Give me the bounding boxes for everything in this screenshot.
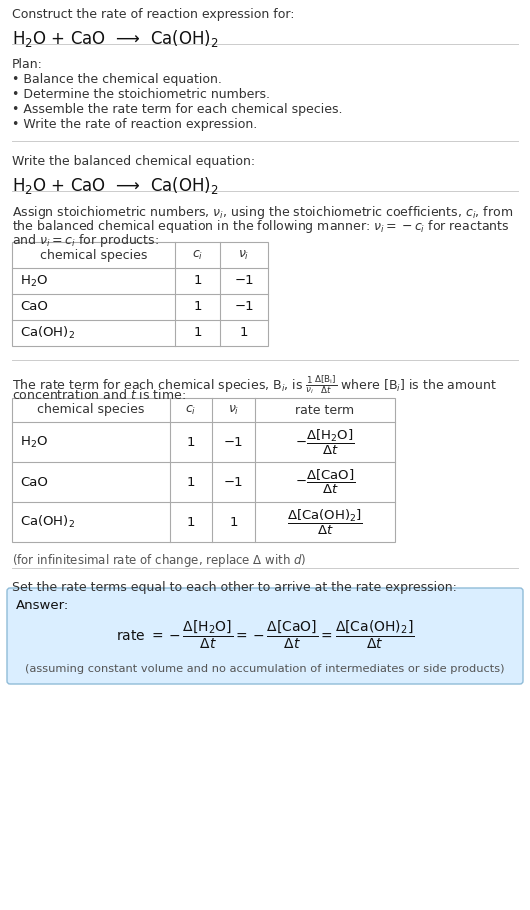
Text: rate term: rate term xyxy=(295,403,355,417)
Text: $\nu_i$: $\nu_i$ xyxy=(228,403,239,417)
Text: $\nu_i$: $\nu_i$ xyxy=(238,248,250,261)
Text: The rate term for each chemical species, B$_i$, is $\frac{1}{\nu_i}\frac{\Delta[: The rate term for each chemical species,… xyxy=(12,373,497,396)
Text: H$_2$O: H$_2$O xyxy=(20,273,48,288)
Text: −1: −1 xyxy=(234,300,254,314)
FancyBboxPatch shape xyxy=(7,588,523,684)
Text: $\dfrac{\Delta[\mathrm{Ca(OH)_2}]}{\Delta t}$: $\dfrac{\Delta[\mathrm{Ca(OH)_2}]}{\Delt… xyxy=(287,508,363,537)
Text: 1: 1 xyxy=(229,515,238,529)
Text: CaO: CaO xyxy=(20,300,48,314)
Text: • Determine the stoichiometric numbers.: • Determine the stoichiometric numbers. xyxy=(12,88,270,101)
Text: 1: 1 xyxy=(187,515,195,529)
Text: $c_i$: $c_i$ xyxy=(186,403,197,417)
Text: −1: −1 xyxy=(224,476,243,489)
Bar xyxy=(12,242,268,346)
Text: 1: 1 xyxy=(187,476,195,489)
Text: rate $= -\dfrac{\Delta[\mathrm{H_2O}]}{\Delta t} = -\dfrac{\Delta[\mathrm{CaO}]}: rate $= -\dfrac{\Delta[\mathrm{H_2O}]}{\… xyxy=(116,619,414,652)
Text: (assuming constant volume and no accumulation of intermediates or side products): (assuming constant volume and no accumul… xyxy=(25,664,505,674)
Text: chemical species: chemical species xyxy=(40,248,147,261)
Text: Ca(OH)$_2$: Ca(OH)$_2$ xyxy=(20,514,75,530)
Text: 1: 1 xyxy=(193,327,202,339)
Text: Assign stoichiometric numbers, $\nu_i$, using the stoichiometric coefficients, $: Assign stoichiometric numbers, $\nu_i$, … xyxy=(12,204,513,221)
Text: $c_i$: $c_i$ xyxy=(192,248,203,261)
Text: • Write the rate of reaction expression.: • Write the rate of reaction expression. xyxy=(12,118,257,131)
Text: Ca(OH)$_2$: Ca(OH)$_2$ xyxy=(20,325,75,341)
Text: Answer:: Answer: xyxy=(16,599,69,612)
Text: Set the rate terms equal to each other to arrive at the rate expression:: Set the rate terms equal to each other t… xyxy=(12,581,457,594)
Text: 1: 1 xyxy=(240,327,248,339)
Text: H$_2$O + CaO  ⟶  Ca(OH)$_2$: H$_2$O + CaO ⟶ Ca(OH)$_2$ xyxy=(12,28,219,49)
Text: and $\nu_i = c_i$ for products:: and $\nu_i = c_i$ for products: xyxy=(12,232,159,249)
Bar xyxy=(12,398,395,542)
Text: Construct the rate of reaction expression for:: Construct the rate of reaction expressio… xyxy=(12,8,295,21)
Text: • Balance the chemical equation.: • Balance the chemical equation. xyxy=(12,73,222,86)
Text: (for infinitesimal rate of change, replace Δ with $d$): (for infinitesimal rate of change, repla… xyxy=(12,552,306,569)
Text: concentration and $t$ is time:: concentration and $t$ is time: xyxy=(12,388,186,402)
Text: −1: −1 xyxy=(224,436,243,449)
Text: the balanced chemical equation in the following manner: $\nu_i = -c_i$ for react: the balanced chemical equation in the fo… xyxy=(12,218,509,235)
Text: Plan:: Plan: xyxy=(12,58,43,71)
Text: 1: 1 xyxy=(193,300,202,314)
Text: −1: −1 xyxy=(234,275,254,288)
Text: H$_2$O: H$_2$O xyxy=(20,434,48,450)
Text: 1: 1 xyxy=(187,436,195,449)
Text: 1: 1 xyxy=(193,275,202,288)
Text: $-\dfrac{\Delta[\mathrm{H_2O}]}{\Delta t}$: $-\dfrac{\Delta[\mathrm{H_2O}]}{\Delta t… xyxy=(295,428,355,457)
Text: H$_2$O + CaO  ⟶  Ca(OH)$_2$: H$_2$O + CaO ⟶ Ca(OH)$_2$ xyxy=(12,175,219,196)
Text: • Assemble the rate term for each chemical species.: • Assemble the rate term for each chemic… xyxy=(12,103,342,116)
Text: chemical species: chemical species xyxy=(37,403,145,417)
Text: CaO: CaO xyxy=(20,476,48,489)
Text: Write the balanced chemical equation:: Write the balanced chemical equation: xyxy=(12,155,255,168)
Text: $-\dfrac{\Delta[\mathrm{CaO}]}{\Delta t}$: $-\dfrac{\Delta[\mathrm{CaO}]}{\Delta t}… xyxy=(295,468,355,496)
